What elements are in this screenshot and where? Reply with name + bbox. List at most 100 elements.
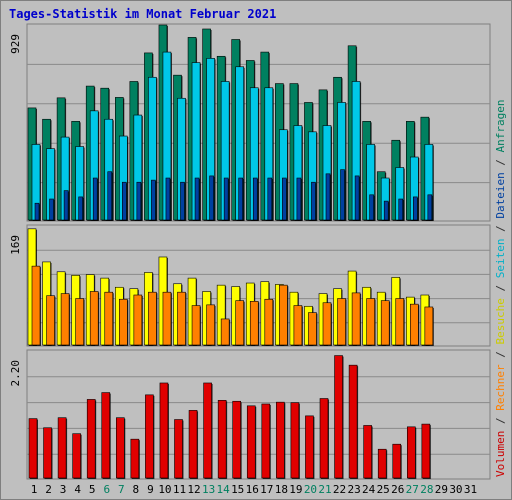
bar-volumen-5 — [86, 399, 96, 479]
x-tick-label-22: 22 — [333, 483, 346, 496]
x-tick-label-17: 17 — [260, 483, 273, 496]
bar-rechner-3 — [60, 293, 70, 346]
panel-hits: 929 — [9, 23, 491, 222]
legend-part-8: Dateien — [494, 172, 507, 218]
bar-volumen-17 — [261, 403, 271, 479]
bar-rechner-21 — [322, 302, 332, 346]
x-tick-label-15: 15 — [231, 483, 244, 496]
bar-rechner-26 — [395, 298, 405, 346]
x-tick-label-30: 30 — [449, 483, 462, 496]
bar-dateien-14 — [223, 177, 229, 221]
bar-rechner-13 — [206, 304, 215, 346]
bar-volumen-16 — [246, 405, 256, 479]
bar-rechner-20 — [308, 312, 317, 346]
bar-dateien-23 — [354, 175, 360, 221]
legend-part-9: / — [494, 152, 507, 172]
bar-volumen-26 — [392, 443, 402, 479]
y-max-label-volume: 2.20 — [9, 360, 22, 387]
bar-dateien-1 — [34, 202, 40, 221]
x-tick-label-21: 21 — [318, 483, 331, 496]
bar-dateien-12 — [194, 177, 200, 221]
bar-volumen-25 — [377, 448, 387, 479]
bar-rechner-6 — [104, 291, 114, 346]
bar-rechner-5 — [89, 291, 99, 346]
bar-volumen-10 — [159, 382, 169, 479]
legend-part-3: / — [494, 345, 507, 365]
bar-dateien-3 — [63, 190, 69, 221]
bar-dateien-27 — [412, 196, 418, 221]
x-tick-label-20: 20 — [304, 483, 317, 496]
bar-dateien-26 — [398, 198, 404, 221]
bar-dateien-15 — [238, 177, 243, 221]
bar-dateien-6 — [107, 171, 113, 221]
legend-part-7: / — [494, 219, 507, 239]
x-tick-label-28: 28 — [420, 483, 433, 496]
x-tick-label-11: 11 — [173, 483, 186, 496]
bar-volumen-13 — [203, 382, 212, 479]
bar-dateien-22 — [340, 169, 345, 221]
bar-rechner-9 — [148, 291, 157, 346]
y-max-label-visits: 169 — [9, 235, 22, 255]
bar-rechner-17 — [264, 298, 274, 346]
bar-dateien-13 — [209, 175, 214, 221]
bar-dateien-19 — [296, 177, 302, 221]
bar-volumen-19 — [290, 402, 300, 479]
x-tick-label-16: 16 — [246, 483, 259, 496]
x-tick-label-24: 24 — [362, 483, 376, 496]
x-tick-label-25: 25 — [377, 483, 390, 496]
bar-dateien-4 — [78, 196, 83, 221]
bar-rechner-15 — [235, 300, 244, 346]
bar-dateien-18 — [282, 177, 287, 221]
x-tick-label-31: 31 — [464, 483, 477, 496]
bar-volumen-18 — [276, 401, 285, 479]
bar-volumen-3 — [57, 417, 67, 479]
bar-dateien-25 — [383, 200, 389, 221]
bar-volumen-28 — [421, 423, 431, 479]
bar-rechner-27 — [409, 303, 419, 346]
legend-part-6: Seiten — [494, 239, 507, 279]
bar-rechner-8 — [133, 294, 143, 346]
legend-part-1: / — [494, 411, 507, 431]
plot-area — [26, 349, 491, 480]
bar-dateien-9 — [151, 179, 156, 221]
x-tick-label-26: 26 — [391, 483, 404, 496]
x-tick-label-9: 9 — [147, 483, 154, 496]
bar-dateien-11 — [180, 181, 185, 221]
bar-dateien-5 — [92, 177, 98, 221]
x-tick-label-13: 13 — [202, 483, 215, 496]
x-tick-label-27: 27 — [406, 483, 419, 496]
bar-dateien-24 — [369, 194, 374, 221]
bar-dateien-8 — [136, 181, 142, 221]
panel-volume: 2.20 — [9, 349, 491, 480]
x-axis-labels: 1 2 3 4 5 6 7 8 9 10 11 12 13 14 15 16 17 18 19 20 21 22 23 24 2… — [31, 483, 477, 496]
bar-rechner-16 — [249, 301, 259, 346]
bar-rechner-4 — [75, 298, 84, 346]
x-tick-label-18: 18 — [275, 483, 288, 496]
bar-volumen-8 — [130, 438, 140, 479]
bar-dateien-17 — [267, 177, 273, 221]
bar-rechner-25 — [380, 300, 390, 346]
bar-rechner-18 — [279, 284, 288, 346]
chart-title: Tages-Statistik im Monat Februar 2021 — [9, 7, 277, 21]
bar-rechner-23 — [351, 292, 361, 346]
bar-rechner-1 — [31, 265, 41, 346]
bar-volumen-9 — [145, 394, 154, 479]
bar-dateien-28 — [427, 194, 433, 221]
x-tick-label-8: 8 — [133, 483, 140, 496]
bar-volumen-7 — [116, 417, 125, 479]
bar-rechner-2 — [46, 295, 55, 346]
bar-rechner-22 — [337, 298, 346, 346]
x-tick-label-2: 2 — [45, 483, 52, 496]
bar-volumen-11 — [174, 419, 183, 479]
bar-volumen-12 — [188, 410, 198, 479]
bar-rechner-7 — [119, 298, 128, 346]
bar-dateien-2 — [49, 198, 54, 221]
bar-rechner-14 — [220, 318, 230, 346]
bar-volumen-15 — [232, 400, 241, 479]
right-legend: Volumen / Rechner / Besuche / Seiten / D… — [494, 99, 507, 477]
bar-rechner-24 — [366, 298, 375, 346]
x-tick-label-29: 29 — [435, 483, 448, 496]
x-tick-label-14: 14 — [217, 483, 231, 496]
bar-volumen-27 — [406, 426, 416, 479]
